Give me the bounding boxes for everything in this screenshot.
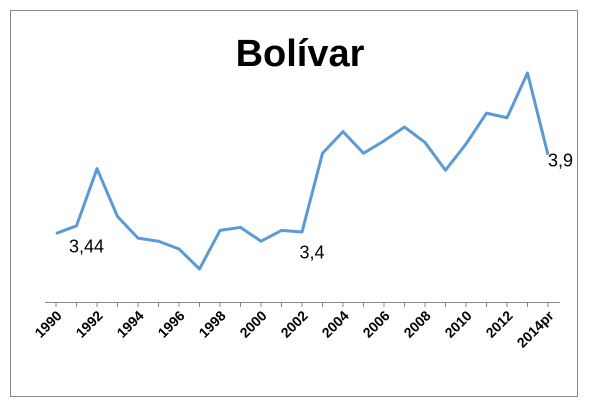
data-label: 3,44 bbox=[69, 237, 104, 257]
chart-title: Bolívar bbox=[236, 33, 365, 75]
data-label: 3,9 bbox=[548, 151, 573, 171]
line-series bbox=[55, 71, 550, 271]
chart-frame bbox=[10, 10, 578, 397]
data-label: 3,4 bbox=[299, 243, 324, 263]
